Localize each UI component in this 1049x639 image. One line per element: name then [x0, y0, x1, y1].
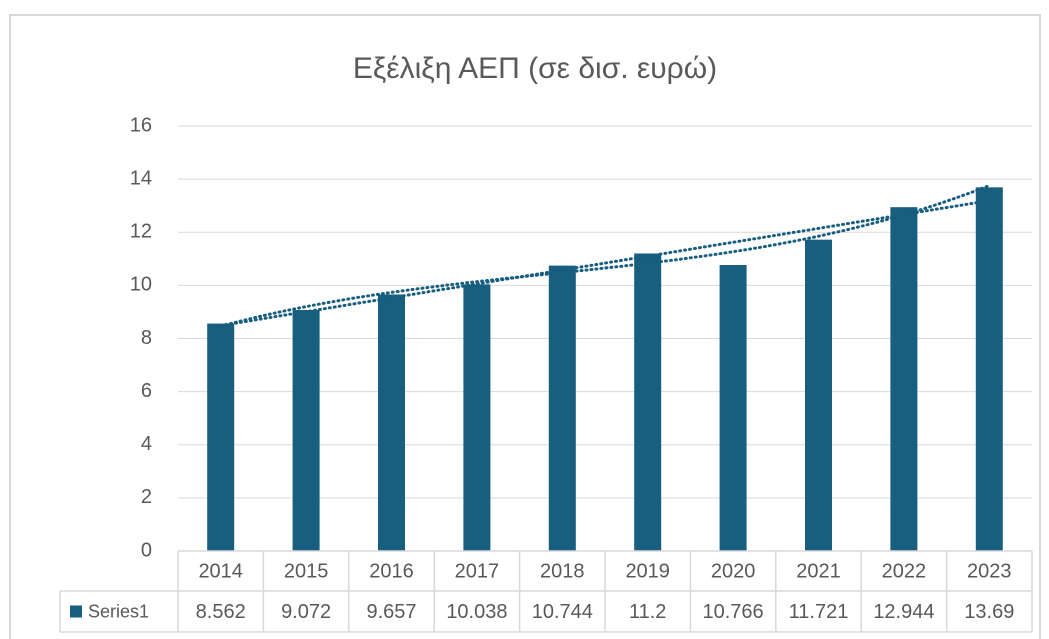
y-tick-label: 8 — [141, 327, 152, 349]
bar — [890, 207, 918, 552]
data-table-value: 8.562 — [196, 601, 246, 623]
bar — [634, 253, 662, 551]
bar — [975, 187, 1003, 551]
y-tick-label: 0 — [141, 539, 152, 561]
data-table-value: 12.944 — [873, 601, 934, 623]
y-tick-label: 10 — [130, 274, 152, 296]
x-tick-label: 2014 — [198, 560, 243, 582]
chart-title: Εξέλιξη ΑΕΠ (σε δισ. ευρώ) — [353, 52, 717, 85]
x-tick-label: 2023 — [967, 560, 1012, 582]
y-tick-label: 14 — [130, 167, 152, 189]
x-tick-label: 2016 — [369, 560, 414, 582]
bar — [292, 310, 320, 551]
trendline — [219, 184, 991, 328]
data-table-value: 11.2 — [629, 601, 666, 623]
bar — [719, 265, 747, 551]
y-tick-label: 16 — [130, 114, 152, 136]
x-tick-label: 2019 — [625, 560, 670, 582]
data-table-value: 11.721 — [789, 601, 849, 623]
x-tick-label: 2020 — [711, 560, 756, 582]
legend-swatch — [70, 605, 82, 618]
bar — [378, 294, 405, 551]
trendline — [219, 199, 991, 327]
x-tick-label: 2021 — [796, 560, 841, 582]
data-table-value: 13.69 — [964, 601, 1014, 623]
chart-border — [9, 14, 1041, 639]
x-tick-label: 2015 — [284, 560, 329, 582]
legend-label: Series1 — [88, 601, 149, 621]
y-tick-label: 4 — [141, 433, 152, 455]
data-table-value: 10.766 — [703, 601, 764, 623]
x-tick-label: 2018 — [540, 560, 585, 582]
data-table-value: 10.744 — [532, 601, 593, 623]
data-table-value: 9.657 — [366, 601, 416, 623]
data-table-value: 10.038 — [446, 601, 507, 623]
x-tick-label: 2022 — [882, 560, 927, 582]
bar — [805, 239, 832, 551]
y-tick-label: 2 — [141, 486, 152, 508]
bar — [207, 323, 235, 551]
bar — [548, 265, 576, 551]
y-tick-label: 12 — [130, 221, 152, 243]
bar — [463, 284, 491, 551]
y-tick-label: 6 — [141, 380, 152, 402]
x-tick-label: 2017 — [455, 560, 500, 582]
data-table-value: 9.072 — [281, 601, 331, 623]
